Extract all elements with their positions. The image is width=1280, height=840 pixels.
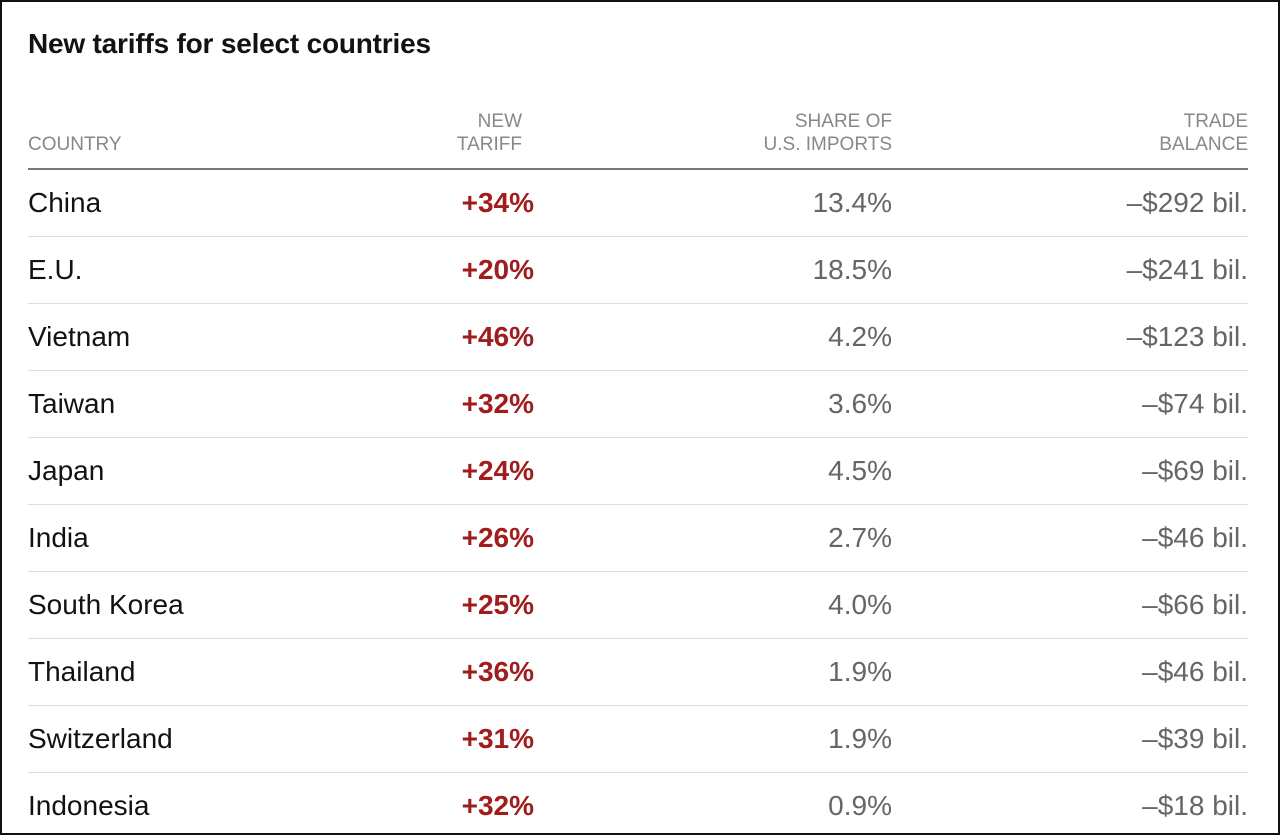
tariff-cell: +32% — [461, 790, 534, 821]
table-row: Taiwan +32% 3.6% –$74 bil. — [28, 371, 1248, 438]
column-header-line: U.S. IMPORTS — [763, 134, 892, 155]
table-row: India +26% 2.7% –$46 bil. — [28, 505, 1248, 572]
column-header-line: COUNTRY — [28, 134, 122, 155]
column-header-share-of-imports: SHARE OF U.S. IMPORTS — [642, 110, 892, 156]
column-header-line: SHARE OF — [794, 111, 892, 132]
tariff-cell: +24% — [461, 455, 534, 486]
column-header-trade-balance: TRADE BALANCE — [1002, 110, 1248, 156]
table-row: Thailand +36% 1.9% –$46 bil. — [28, 639, 1248, 706]
country-cell: Vietnam — [28, 321, 131, 352]
table-row: China +34% 13.4% –$292 bil. — [28, 170, 1248, 237]
share-of-imports-cell: 0.9% — [828, 790, 892, 821]
share-of-imports-cell: 13.4% — [812, 187, 892, 218]
trade-balance-cell: –$39 bil. — [1142, 723, 1248, 754]
tariff-cell: +20% — [461, 254, 534, 285]
table-row: E.U. +20% 18.5% –$241 bil. — [28, 237, 1248, 304]
column-header-line: NEW — [477, 111, 522, 132]
share-of-imports-cell: 4.2% — [828, 321, 892, 352]
country-cell: Taiwan — [28, 388, 116, 419]
table-row: Vietnam +46% 4.2% –$123 bil. — [28, 304, 1248, 371]
country-cell: Thailand — [28, 656, 136, 687]
tariff-cell: +32% — [461, 388, 534, 419]
trade-balance-cell: –$69 bil. — [1142, 455, 1248, 486]
country-cell: South Korea — [28, 589, 184, 620]
trade-balance-cell: –$66 bil. — [1142, 589, 1248, 620]
column-header-line: BALANCE — [1159, 134, 1248, 155]
tariff-cell: +36% — [461, 656, 534, 687]
column-header-country: COUNTRY — [28, 110, 328, 156]
share-of-imports-cell: 18.5% — [812, 254, 892, 285]
share-of-imports-cell: 1.9% — [828, 723, 892, 754]
tariff-cell: +46% — [461, 321, 534, 352]
column-header-line: TRADE — [1183, 111, 1248, 132]
trade-balance-cell: –$292 bil. — [1126, 187, 1248, 218]
trade-balance-cell: –$46 bil. — [1142, 656, 1248, 687]
country-cell: Indonesia — [28, 790, 150, 821]
column-header-line: TARIFF — [456, 134, 522, 155]
table-title: New tariffs for select countries — [28, 28, 431, 59]
table-row: South Korea +25% 4.0% –$66 bil. — [28, 572, 1248, 639]
share-of-imports-cell: 1.9% — [828, 656, 892, 687]
share-of-imports-cell: 2.7% — [828, 522, 892, 553]
tariff-cell: +34% — [461, 187, 534, 218]
share-of-imports-cell: 4.5% — [828, 455, 892, 486]
tariff-cell: +31% — [461, 723, 534, 754]
table-row: Switzerland +31% 1.9% –$39 bil. — [28, 706, 1248, 773]
share-of-imports-cell: 3.6% — [828, 388, 892, 419]
column-header-new-tariff: NEW TARIFF — [382, 110, 522, 156]
country-cell: E.U. — [28, 254, 83, 285]
trade-balance-cell: –$74 bil. — [1142, 388, 1248, 419]
country-cell: China — [28, 187, 102, 218]
table-row: Indonesia +32% 0.9% –$18 bil. — [28, 773, 1248, 840]
share-of-imports-cell: 4.0% — [828, 589, 892, 620]
country-cell: Switzerland — [28, 723, 173, 754]
table-row: Japan +24% 4.5% –$69 bil. — [28, 438, 1248, 505]
trade-balance-cell: –$241 bil. — [1126, 254, 1248, 285]
tariff-cell: +26% — [461, 522, 534, 553]
country-cell: India — [28, 522, 89, 553]
country-cell: Japan — [28, 455, 105, 486]
trade-balance-cell: –$18 bil. — [1142, 790, 1248, 821]
header-divider — [28, 168, 1248, 170]
table-body: China +34% 13.4% –$292 bil. E.U. +20% 18.5% –$2… — [28, 170, 1248, 840]
trade-balance-cell: –$46 bil. — [1142, 522, 1248, 553]
trade-balance-cell: –$123 bil. — [1126, 321, 1248, 352]
tariff-cell: +25% — [461, 589, 534, 620]
